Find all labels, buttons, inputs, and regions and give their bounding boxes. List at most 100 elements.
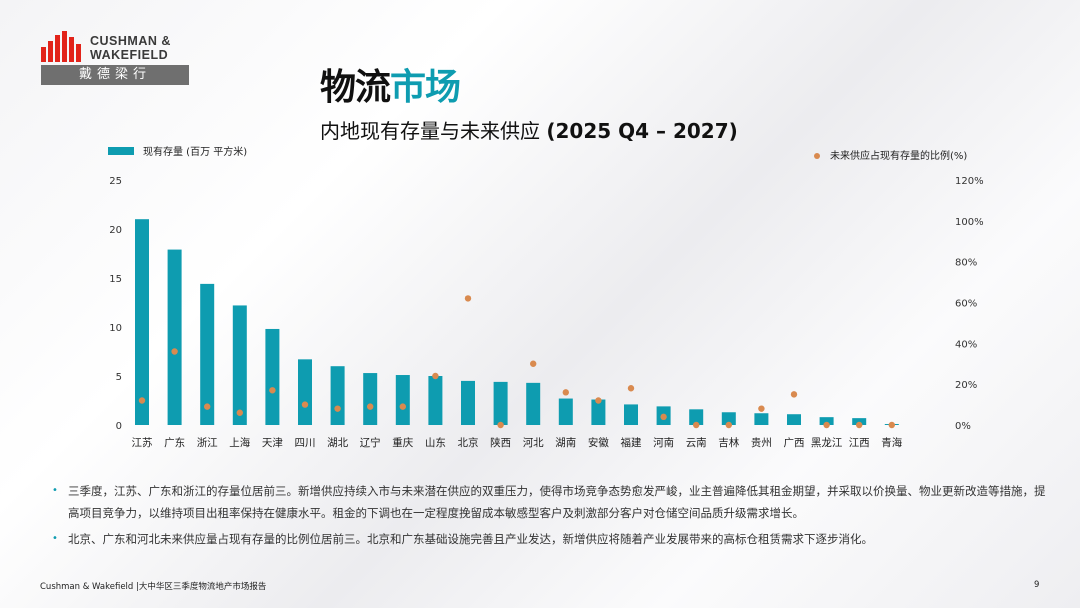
bar-贵州: [754, 413, 769, 425]
dot-福建: [627, 385, 635, 392]
dot-上海: [236, 409, 243, 416]
commentary: • 三季度，江苏、广东和浙江的存量位居前三。新增供应持续入市与未来潜在供应的双重压…: [52, 480, 1052, 554]
category-label: 四川: [295, 437, 316, 449]
bar-福建: [624, 404, 638, 425]
legend-dot-label: 未来供应占现有存量的比例(%): [830, 149, 967, 162]
dot-重庆: [399, 403, 406, 410]
commentary-item: • 北京、广东和河北未来供应量占现有存量的比例位居前三。北京和广东基础设施完善且产…: [52, 528, 1052, 550]
left-tick-label: 25: [109, 176, 122, 187]
bar-陕西: [493, 381, 508, 425]
dot-河北: [530, 360, 537, 367]
dot-天津: [269, 387, 276, 394]
footer-text: Cushman & Wakefield |大中华区三季度物流地产市场报告: [40, 582, 267, 592]
category-label: 福建: [621, 436, 642, 449]
category-label: 黑龙江: [811, 436, 843, 449]
bar-黑龙江: [819, 417, 834, 425]
left-axis: 0 5 10 15 20 25: [109, 176, 122, 432]
bar-河北: [526, 382, 541, 425]
category-label: 江苏: [132, 436, 153, 449]
dot-江苏: [138, 397, 146, 404]
bar-云南: [689, 409, 704, 425]
subtitle-main: 内地现有存量与未来供应: [320, 119, 540, 143]
category-label: 河北: [523, 437, 544, 449]
chart-subtitle: 内地现有存量与未来供应 (2025 Q4 – 2027): [320, 115, 738, 144]
bar-安徽: [591, 399, 606, 425]
company-logo: CUSHMAN & WAKEFIELD 戴德梁行: [41, 31, 189, 85]
bar-吉林: [721, 412, 736, 425]
category-label: 云南: [686, 436, 707, 449]
dot-青海: [888, 421, 895, 429]
bar-天津: [265, 328, 280, 425]
bar-湖南: [558, 398, 573, 425]
dot-贵州: [758, 405, 765, 412]
bar-series: [135, 219, 899, 425]
category-label: 安徽: [588, 436, 609, 449]
right-tick-label: 100%: [955, 217, 984, 228]
dot-广西: [790, 391, 798, 398]
category-label: 重庆: [392, 436, 413, 449]
category-label: 江西: [849, 437, 870, 449]
dot-黑龙江: [823, 421, 830, 429]
title-part2: 市场: [390, 67, 461, 108]
left-tick-label: 20: [109, 225, 122, 236]
logo-line1: CUSHMAN &: [90, 34, 171, 48]
category-label: 山东: [425, 436, 446, 449]
category-label: 湖南: [555, 436, 576, 449]
right-tick-label: 80%: [955, 258, 977, 269]
bullet-icon: •: [52, 485, 58, 496]
category-label: 吉林: [718, 436, 739, 449]
dot-湖南: [562, 389, 569, 396]
category-label: 北京: [458, 436, 479, 449]
category-label: 浙江: [197, 437, 218, 449]
dot-云南: [693, 421, 700, 429]
category-label: 青海: [881, 436, 902, 449]
right-tick-label: 20%: [955, 380, 977, 391]
bar-湖北: [330, 366, 345, 425]
dot-吉林: [725, 421, 732, 429]
bar-广东: [167, 249, 182, 425]
dot-series: [138, 295, 895, 429]
category-label: 陕西: [490, 436, 511, 449]
category-label: 河南: [653, 436, 674, 449]
dot-辽宁: [367, 403, 374, 410]
bullet-icon: •: [52, 533, 58, 544]
commentary-item: • 三季度，江苏、广东和浙江的存量位居前三。新增供应持续入市与未来潜在供应的双重压…: [52, 480, 1052, 524]
left-tick-label: 5: [116, 372, 122, 383]
commentary-text: 三季度，江苏、广东和浙江的存量位居前三。新增供应持续入市与未来潜在供应的双重压力…: [68, 484, 1046, 520]
bar-浙江: [200, 283, 215, 425]
category-label: 上海: [229, 436, 250, 449]
legend-dot-swatch: [814, 153, 820, 159]
dot-广东: [171, 348, 178, 355]
page-number: 9: [1034, 580, 1040, 590]
dot-陕西: [497, 421, 504, 429]
dot-安徽: [595, 397, 602, 404]
dot-北京: [464, 295, 472, 302]
bar-四川: [298, 359, 312, 425]
category-label: 广西: [784, 437, 805, 449]
commentary-text: 北京、广东和河北未来供应量占现有存量的比例位居前三。北京和广东基础设施完善且产业…: [68, 532, 873, 546]
right-axis: 0% 20% 40% 60% 80% 100% 120%: [955, 176, 984, 432]
dot-山东: [432, 372, 439, 380]
bar-山东: [428, 376, 443, 425]
bar-江苏: [135, 219, 149, 425]
right-tick-label: 60%: [955, 299, 977, 310]
category-label: 贵州: [751, 436, 772, 449]
right-tick-label: 0%: [955, 421, 971, 432]
category-label: 广东: [164, 436, 185, 449]
dot-四川: [301, 401, 309, 408]
title-part1: 物流: [320, 67, 391, 108]
category-label: 天津: [262, 437, 283, 449]
bar-重庆: [395, 375, 410, 425]
right-tick-label: 40%: [955, 339, 977, 350]
left-tick-label: 10: [109, 323, 122, 334]
logo-bars-icon: [41, 31, 81, 62]
bar-辽宁: [363, 373, 378, 425]
logo-wordmark: CUSHMAN & WAKEFIELD: [90, 34, 171, 62]
dot-江西: [856, 421, 863, 429]
right-tick-label: 120%: [955, 176, 984, 187]
category-label: 湖北: [327, 437, 348, 449]
legend-bar-label: 现有存量 (百万 平方米): [143, 145, 247, 158]
stock-supply-chart: 现有存量 (百万 平方米) 未来供应占现有存量的比例(%) 0 5 10 15 20 25…: [108, 145, 984, 449]
left-tick-label: 15: [109, 274, 122, 285]
chart-legend: 现有存量 (百万 平方米) 未来供应占现有存量的比例(%): [108, 145, 967, 162]
